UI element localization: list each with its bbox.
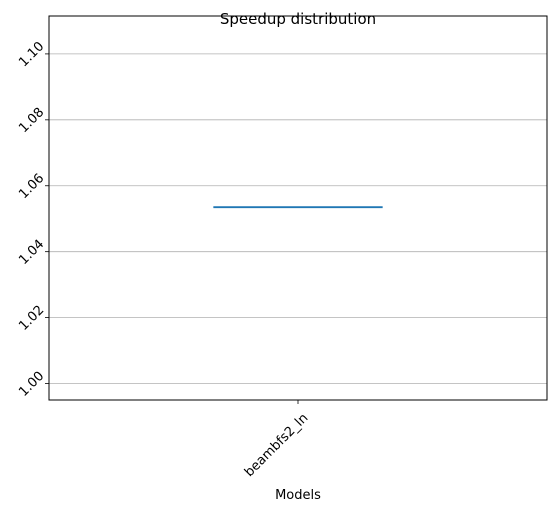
- y-tick-label: 1.04: [16, 237, 47, 268]
- y-tick-label: 1.08: [16, 105, 47, 136]
- gridlines: [49, 53, 547, 384]
- x-tick-label: beambfs2_ln: [242, 411, 311, 480]
- y-tick-label: 1.02: [16, 303, 47, 334]
- x-axis-label: Models: [275, 488, 321, 503]
- y-tick-label: 1.06: [16, 171, 47, 202]
- chart-title: Speedup distribution: [220, 10, 376, 28]
- y-tick-label: 1.00: [16, 369, 47, 400]
- y-axis: 1.00 1.02 1.04 1.06 1.08 1.10: [16, 39, 49, 400]
- x-axis: beambfs2_ln: [242, 400, 311, 480]
- y-tick-label: 1.10: [16, 39, 47, 70]
